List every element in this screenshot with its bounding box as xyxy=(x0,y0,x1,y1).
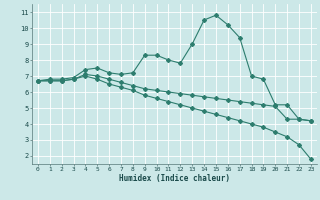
X-axis label: Humidex (Indice chaleur): Humidex (Indice chaleur) xyxy=(119,174,230,183)
